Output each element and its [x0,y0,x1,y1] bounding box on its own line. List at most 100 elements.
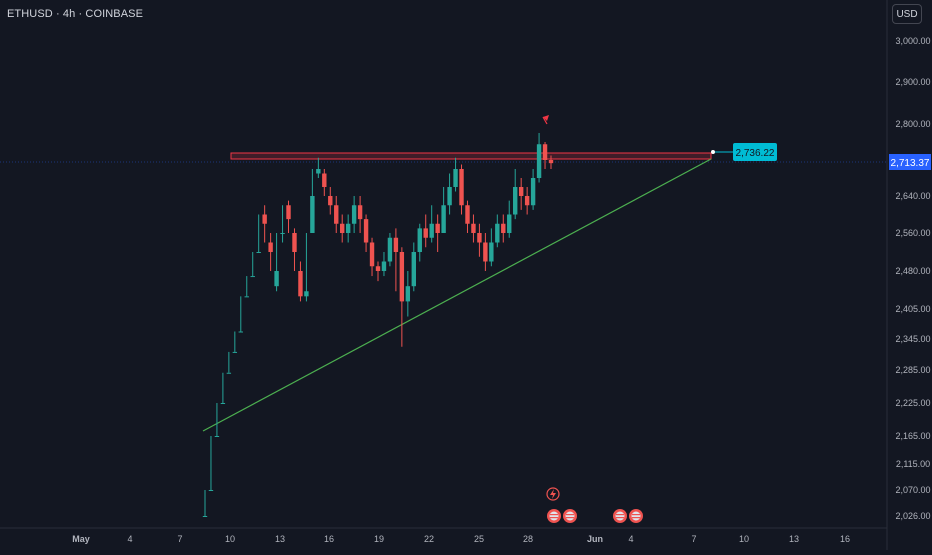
candle [495,214,500,248]
candle [351,196,357,233]
time-tick-label: 10 [225,534,235,544]
price-tick-label: 2,560.00 [895,228,930,238]
candle [536,133,542,183]
candle [405,271,411,317]
candle [280,205,285,243]
price-tick-label: 2,640.00 [895,191,930,201]
candle [453,157,458,192]
candle [524,187,530,215]
candle [471,214,476,243]
candle-series [202,133,554,517]
time-tick-label: 13 [789,534,799,544]
candle [298,261,303,302]
time-tick-label: 7 [691,534,696,544]
candle [292,228,297,271]
price-tick-label: 2,900.00 [895,77,930,87]
candle [268,233,273,271]
candle [232,331,238,353]
candle [304,233,309,302]
candle [381,252,387,277]
price-tick-label: 2,405.00 [895,304,930,314]
candle [483,233,488,271]
price-tick-label: 2,026.00 [895,511,930,521]
candle [369,237,375,277]
time-tick-label: 22 [424,534,434,544]
candle [477,223,482,257]
price-tick-label: 2,480.00 [895,266,930,276]
candle [357,196,363,233]
candle [250,252,255,278]
candle [322,169,327,196]
candle [238,296,243,333]
chart-title[interactable]: ETHUSD · 4h · COINBASE [7,8,144,20]
us-flag-event-icon[interactable] [563,509,577,523]
price-tick-label: 2,225.00 [895,398,930,408]
candle [334,196,339,233]
currency-button[interactable]: USD [892,4,922,24]
price-label-box[interactable] [733,143,777,161]
candle [447,173,452,215]
candle [310,169,315,233]
candle [375,261,381,282]
candle [340,214,345,243]
price-tick-label: 3,000.00 [895,36,930,46]
candle [459,164,464,215]
price-label-text: 2,736.22 [736,148,775,159]
candle [393,228,399,292]
candle [501,214,506,243]
time-tick-label: 10 [739,534,749,544]
price-tick-label: 2,800.00 [895,119,930,129]
candle [262,205,267,243]
candle [387,233,393,267]
candle [417,223,422,262]
candle [435,214,440,252]
candle [399,247,405,347]
price-tick-label: 2,070.00 [895,485,930,495]
candle [214,403,220,437]
time-tick-label: 7 [177,534,182,544]
candle [316,157,321,178]
candle [548,155,554,169]
price-tick-label: 2,345.00 [895,334,930,344]
candle [429,205,434,243]
price-tick-label: 2,285.00 [895,365,930,375]
candle [542,142,548,169]
candle [286,200,291,233]
time-tick-label: 19 [374,534,384,544]
us-flag-event-icon[interactable] [613,509,627,523]
time-tick-label: 16 [840,534,850,544]
us-flag-event-icon[interactable] [629,509,643,523]
candle [441,187,446,233]
resistance-zone[interactable] [230,152,712,160]
candle [328,187,333,215]
us-flag-event-icon[interactable] [547,509,561,523]
time-tick-label: May [72,534,90,544]
candle [411,242,416,292]
flag-icon[interactable] [542,115,549,125]
candle [274,233,279,292]
time-tick-label: 4 [127,534,132,544]
price-tick-label: 2,115.00 [896,459,930,469]
candle [256,214,261,253]
ascending-trendline[interactable] [202,158,712,432]
candle [530,169,536,210]
time-tick-label: 4 [628,534,633,544]
candle [202,490,208,517]
candle [465,200,470,233]
candle [244,276,249,298]
time-tick-label: 25 [474,534,484,544]
lightning-icon[interactable] [546,487,560,501]
price-axis[interactable]: 3,000.00 2,900.00 2,800.00 2,640.00 2,560.00… [895,36,930,521]
candle [345,214,351,243]
candle [363,214,369,252]
candle [489,228,494,267]
time-tick-label: 16 [324,534,334,544]
price-tick-label: 2,165.00 [895,431,930,441]
candle [208,436,214,491]
time-axis[interactable]: May 4 7 10 13 16 19 22 25 28 Jun 4 7 10 13 16 [72,534,850,544]
candle [513,169,518,220]
price-label-anchor[interactable] [711,150,715,154]
candle [220,372,226,404]
